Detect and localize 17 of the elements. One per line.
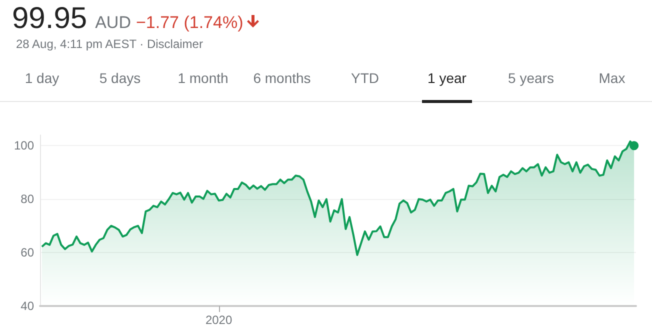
text: 5 years <box>507 70 555 86</box>
chart-title: 99.95 <box>12 2 88 36</box>
y-tick-label: 80 <box>20 192 34 206</box>
text: 1 month <box>176 70 230 86</box>
text: Max <box>598 70 626 86</box>
y-tick-label: 60 <box>20 246 34 260</box>
text: 5 days <box>98 70 142 86</box>
y-tick-label: 100 <box>14 138 34 153</box>
text: 6 months <box>252 70 312 86</box>
y-tick-label: 40 <box>20 299 34 313</box>
text: 1 day <box>24 70 60 86</box>
text: AUD <box>95 13 131 33</box>
text: 1 year <box>426 70 468 86</box>
chart-subtitle: 28 Aug, 4:11 pm AEST · Disclaimer <box>16 37 203 51</box>
text: YTD <box>350 70 380 86</box>
text: −1.77 (1.74%) <box>136 13 244 33</box>
x-tick-label: 2020 <box>205 313 232 327</box>
